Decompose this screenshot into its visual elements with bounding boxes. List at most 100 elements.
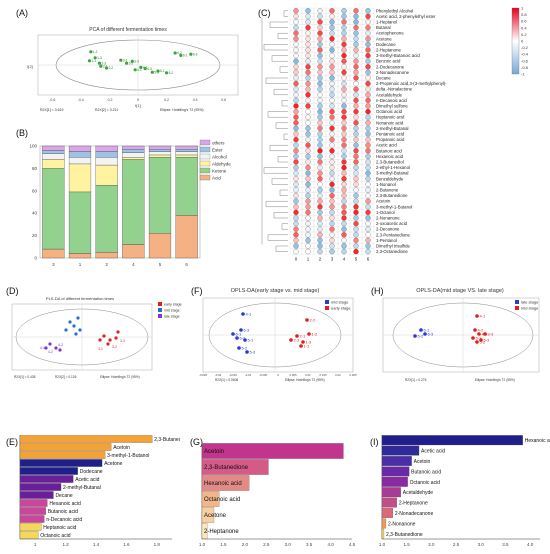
heatmap-dot [293, 148, 299, 154]
heatmap-row-label: Acetaldehyde [376, 92, 403, 97]
vip-bar [19, 491, 54, 499]
heatmap-dot [365, 187, 371, 193]
heatmap-dot [317, 170, 323, 176]
heatmap-dot [353, 8, 359, 14]
dendrogram-branch [263, 167, 288, 174]
oplsda-f-footer-right: Ellipse: Hotelling's T2 (95%) [285, 378, 325, 382]
pca-point-label: 3-3 [134, 60, 139, 64]
pca-point-label: 1-3 [97, 56, 102, 60]
heatmap-dot [365, 97, 371, 104]
vip-bar-label: Acetone [104, 461, 123, 467]
plsda-point [78, 328, 82, 332]
heatmap-dot [365, 24, 371, 31]
oplsda-f-legend-label: mid stage [331, 300, 349, 305]
pca-point-label: 5-1 [160, 69, 165, 73]
heatmap-dot [353, 13, 359, 20]
pca-xtick: 0.2 [164, 98, 169, 102]
heatmap-dot [305, 204, 311, 210]
composition-ytick: 100 [29, 144, 37, 149]
heatmap-dot [365, 142, 371, 148]
heatmap-dot [305, 248, 311, 255]
plsda-legend-swatch [158, 308, 162, 312]
composition-bar-segment [95, 252, 118, 259]
heatmap-dot [365, 220, 371, 227]
heatmap-dot [341, 125, 347, 132]
oplsda-h-point [413, 334, 417, 338]
pca-point [87, 59, 92, 63]
heatmap-dot [353, 243, 359, 249]
heatmap-dot [293, 30, 299, 36]
heatmap-col-label: 1 [307, 256, 310, 261]
heatmap-dot [329, 86, 335, 92]
vip-xtick: 4.5 [349, 542, 356, 547]
vip-bar-label: Dodecane [80, 469, 103, 475]
oplsda-h-point [419, 328, 423, 332]
pca-point-label: 2-3 [101, 61, 106, 65]
vip-bar [19, 443, 112, 451]
heatmap-dot [341, 187, 347, 193]
composition-bar-segment [95, 185, 118, 253]
heatmap-dot [293, 237, 299, 244]
pca-point [119, 58, 123, 62]
heatmap-dot [341, 80, 347, 87]
pca-point [173, 51, 177, 55]
vip-bar [201, 475, 250, 491]
vip-bar-label: 2,3-Butanedione [204, 465, 249, 471]
heatmap-dot [341, 215, 347, 221]
heatmap-dot [317, 198, 323, 204]
heatmap-dot [305, 125, 311, 132]
composition-legend-swatch [199, 139, 211, 146]
heatmap-dot [365, 181, 371, 188]
plsda-point [102, 334, 106, 338]
heatmap-dot [329, 80, 335, 87]
composition-bar-segment [42, 145, 65, 151]
heatmap-dot [341, 69, 347, 76]
vip-bar-label: Acetoin [414, 459, 431, 465]
vip-bar-label: Acetoin [204, 449, 224, 455]
composition-bar-segment [68, 145, 92, 152]
heatmap-dot [329, 170, 335, 176]
plsda-point [68, 320, 72, 324]
dendrogram-branch [263, 44, 288, 51]
heatmap-dot [353, 248, 359, 255]
vip-bar [19, 475, 74, 483]
heatmap-dot [341, 159, 347, 165]
heatmap-dot [293, 181, 299, 188]
plsda-point-label: 4-1 [40, 346, 45, 350]
oplsda-h-point [475, 314, 479, 318]
heatmap-dot [341, 30, 347, 36]
oplsda-h-point [423, 332, 427, 336]
heatmap-dot [293, 24, 299, 31]
pca-point [150, 70, 154, 74]
composition-legend-swatch [199, 146, 211, 153]
heatmap-dot [365, 226, 371, 232]
vip-bar [19, 435, 153, 443]
panel-c: (C) Phenylethyl Alcohol Acetic acid, 2-ph… [250, 0, 550, 272]
heatmap-dot [329, 232, 335, 238]
pca-point-label: 6-1 [183, 54, 188, 58]
heatmap-dot [329, 181, 335, 188]
heatmap-dot [365, 248, 371, 255]
vip-bar-label: 2-Heptanone [204, 529, 239, 535]
vip-xtick: 3.5 [502, 542, 509, 547]
heatmap-dot [317, 52, 323, 59]
heatmap-dot [365, 243, 371, 249]
oplsda-f-xtick: 0 [277, 373, 279, 377]
heatmap-dot [305, 52, 311, 59]
heatmap-dot [305, 215, 311, 221]
heatmap-row-label: Decane [376, 76, 391, 81]
composition-bar-segment [175, 151, 198, 156]
vip-bar [19, 483, 62, 491]
composition-bar-segment [148, 151, 172, 156]
vip-bar-label: Acetone [204, 513, 227, 519]
pca-xlabel: t[1] [135, 103, 141, 108]
vip-xtick: 1.8 [154, 542, 161, 547]
composition-legend-swatch [199, 153, 211, 160]
composition-bar-segment [175, 215, 198, 259]
pca-xtick: -0.4 [78, 98, 84, 102]
composition-legend-label: Ester [212, 148, 223, 153]
heatmap-dot [317, 148, 323, 154]
oplsda-f-point-label: 6-1 [236, 332, 243, 337]
dendrogram-branch [267, 111, 288, 118]
heatmap-dot [305, 58, 311, 64]
